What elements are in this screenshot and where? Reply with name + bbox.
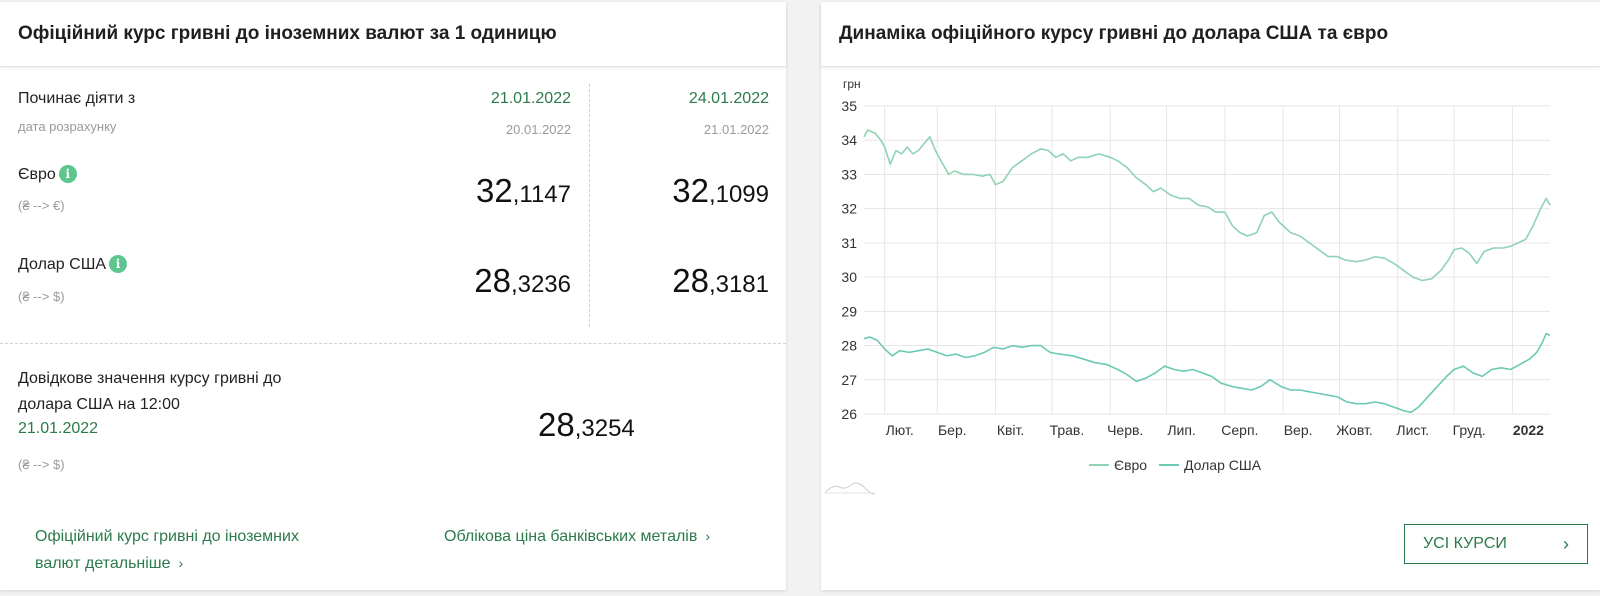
metals-price-link-label: Облікова ціна банківських металів: [444, 528, 698, 545]
col1-calc-date: 20.01.2022: [505, 122, 571, 137]
reference-text-line1: Довідкове значення курсу гривні до: [18, 370, 282, 387]
y-tick-label: 34: [841, 132, 857, 148]
x-tick-label: Лют.: [886, 422, 914, 438]
rates-dynamics-title: Динаміка офіційного курсу гривні до дола…: [821, 2, 1600, 67]
chevron-right-icon: ›: [1563, 533, 1569, 554]
info-icon[interactable]: i: [58, 165, 77, 183]
usd-direction: (₴ --> $): [18, 289, 65, 304]
usd-row-label: Долар США i: [18, 255, 128, 274]
col2-usd-int: 28: [672, 262, 709, 299]
y-axis: грн 26 27 28 29 30 31 32 33 34 35: [841, 77, 860, 422]
y-axis-unit-label: грн: [843, 77, 861, 91]
y-tick-label: 26: [841, 406, 857, 422]
eur-direction: (₴ --> €): [18, 198, 65, 213]
official-rates-card: Офіційний курс гривні до іноземних валют…: [0, 2, 786, 590]
reference-rate: 28,3254: [538, 406, 635, 444]
section-divider: [0, 343, 786, 344]
x-tick-label: Трав.: [1050, 422, 1085, 438]
all-rates-button-label: УСІ КУРСИ: [1423, 535, 1507, 552]
col2-eur-int: 32: [672, 172, 709, 209]
all-rates-button[interactable]: УСІ КУРСИ ›: [1404, 524, 1588, 564]
x-tick-label: Бер.: [938, 422, 967, 438]
legend-label: Долар США: [1184, 457, 1262, 473]
chart-navigator[interactable]: [824, 482, 876, 495]
reference-text: Довідкове значення курсу гривні до долар…: [18, 366, 281, 418]
y-tick-label: 33: [841, 166, 857, 182]
x-tick-label: Лип.: [1167, 422, 1195, 438]
usd-label: Долар США: [18, 256, 107, 273]
legend-label: Євро: [1114, 457, 1147, 473]
info-icon[interactable]: i: [109, 255, 128, 273]
x-tick-label: Груд.: [1453, 422, 1486, 438]
x-tick-label: Лист.: [1396, 422, 1429, 438]
eur-label: Євро: [18, 166, 56, 183]
col1-eur-int: 32: [476, 172, 513, 209]
series-line-usd: [863, 332, 1551, 414]
x-axis: Лют. Бер. Квіт. Трав. Черв. Лип. Серп. Вер. Жовт…: [886, 422, 1545, 438]
y-tick-label: 28: [841, 338, 857, 354]
chart-legend[interactable]: Євро Долар США: [1089, 457, 1262, 473]
col2-usd-frac: ,3181: [708, 271, 769, 298]
reference-int: 28: [538, 406, 575, 443]
col2-date: 24.01.2022: [688, 90, 769, 107]
col1-usd-frac: ,3236: [510, 271, 571, 298]
y-tick-label: 30: [841, 269, 857, 285]
reference-frac: ,3254: [574, 415, 635, 442]
y-tick-label: 27: [841, 372, 857, 388]
x-tick-label: Черв.: [1107, 422, 1143, 438]
rates-dynamics-card: Динаміка офіційного курсу гривні до дола…: [821, 2, 1600, 590]
col1-date: 21.01.2022: [490, 90, 571, 107]
starts-label: Починає діяти з: [18, 90, 136, 107]
y-tick-label: 29: [841, 303, 857, 319]
detailed-rates-link-line1: Офіційний курс гривні до іноземних: [35, 528, 299, 545]
col2-usd-rate: 28,3181: [600, 262, 769, 300]
x-tick-label: Серп.: [1221, 422, 1258, 438]
chart-grid: [864, 105, 1550, 415]
x-tick-label: 2022: [1513, 422, 1544, 438]
detailed-rates-link[interactable]: Офіційний курс гривні до іноземних валют…: [35, 523, 299, 577]
col2-eur-rate: 32,1099: [600, 172, 769, 210]
x-tick-label: Квіт.: [997, 422, 1024, 438]
metals-price-link[interactable]: Облікова ціна банківських металів ›: [444, 523, 710, 550]
detailed-rates-link-line2: валют детальніше: [35, 555, 171, 572]
y-tick-label: 32: [841, 201, 857, 217]
reference-direction: (₴ --> $): [18, 457, 65, 472]
col1-usd-rate: 28,3236: [400, 262, 571, 300]
col1-eur-rate: 32,1147: [400, 172, 571, 210]
reference-date: 21.01.2022: [18, 420, 99, 437]
reference-text-line2: долара США на 12:00: [18, 396, 180, 413]
chevron-right-icon: ›: [705, 528, 711, 544]
y-tick-label: 35: [841, 98, 857, 114]
col1-eur-frac: ,1147: [512, 181, 571, 208]
col2-eur-frac: ,1099: [708, 181, 769, 208]
chart-series: [863, 129, 1551, 414]
x-tick-label: Вер.: [1284, 422, 1313, 438]
series-line-eur: [863, 129, 1551, 282]
column-divider: [589, 84, 590, 327]
official-rates-title: Офіційний курс гривні до іноземних валют…: [0, 2, 786, 67]
rates-line-chart: грн 26 27 28 29 30 31 32 33 34 35 Лют. Бер. Квіт. Тра…: [824, 77, 1551, 495]
col1-usd-int: 28: [474, 262, 511, 299]
col2-calc-date: 21.01.2022: [703, 122, 769, 137]
x-tick-label: Жовт.: [1336, 422, 1372, 438]
eur-row-label: Євро i: [18, 165, 77, 184]
chevron-right-icon: ›: [178, 555, 184, 571]
calc-date-label: дата розрахунку: [18, 119, 117, 134]
y-tick-label: 31: [841, 235, 857, 251]
